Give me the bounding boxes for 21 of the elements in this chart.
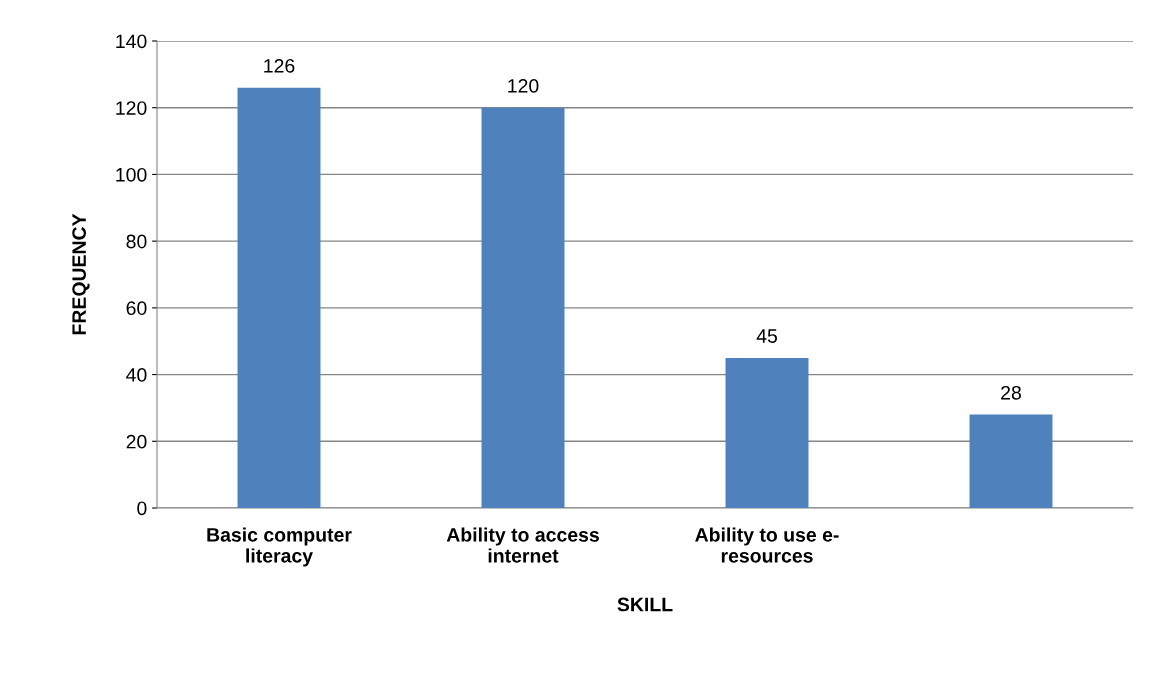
x-tick-label: Basic computer literacy bbox=[207, 527, 352, 567]
data-label: 126 bbox=[264, 58, 295, 73]
y-tick-label: 100 bbox=[116, 167, 147, 182]
bar bbox=[481, 107, 565, 508]
y-tick-label: 60 bbox=[126, 301, 147, 316]
x-axis-title: SKILL bbox=[617, 597, 673, 612]
y-tick-label: 20 bbox=[126, 434, 147, 449]
data-label: 45 bbox=[756, 329, 777, 343]
y-tick-label: 140 bbox=[116, 34, 147, 49]
y-tick-label: 40 bbox=[126, 368, 147, 382]
data-label: 120 bbox=[508, 78, 539, 93]
bar bbox=[969, 414, 1053, 508]
y-tick-label: 120 bbox=[116, 101, 147, 115]
data-label: 28 bbox=[1001, 385, 1021, 400]
x-tick-label: Ability to use e- resources bbox=[695, 527, 839, 563]
bar bbox=[237, 87, 321, 508]
y-tick-label: 80 bbox=[126, 234, 147, 249]
y-tick-label: 0 bbox=[137, 501, 147, 516]
y-axis-title: FREQUENCY bbox=[72, 213, 90, 335]
bar bbox=[725, 357, 809, 508]
x-tick-label: Ability to access internet bbox=[446, 527, 599, 563]
